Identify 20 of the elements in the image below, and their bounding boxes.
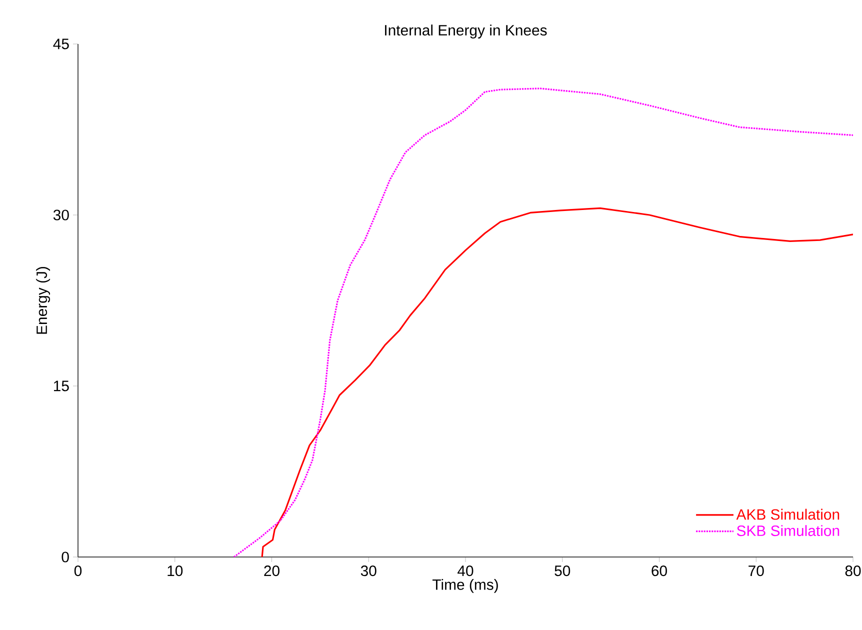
chart-title: Internal Energy in Knees (385, 24, 547, 38)
y-axis-title: Energy (J) (36, 266, 50, 334)
legend-label: AKB Simulation (736, 508, 840, 520)
x-tick-label: 40 (458, 566, 474, 576)
x-tick-label: 20 (264, 566, 280, 576)
x-tick-label: 10 (168, 566, 183, 576)
line-series (261, 207, 854, 557)
y-tick-label: 0 (62, 552, 69, 562)
x-tick-label: 0 (74, 566, 82, 576)
x-tick-label: 80 (845, 566, 861, 576)
x-tick-label: 60 (652, 566, 667, 576)
legend-label: SKB Simulation (736, 525, 840, 536)
y-tick-label: 45 (53, 38, 69, 50)
x-axis-title: Time (ms) (432, 578, 498, 593)
y-tick-label: 15 (54, 380, 69, 392)
line-series (233, 88, 854, 557)
x-tick-label: 70 (748, 566, 764, 576)
y-tick-label: 30 (53, 210, 69, 220)
x-tick-label: 50 (554, 566, 570, 576)
x-tick-label: 30 (360, 566, 376, 576)
